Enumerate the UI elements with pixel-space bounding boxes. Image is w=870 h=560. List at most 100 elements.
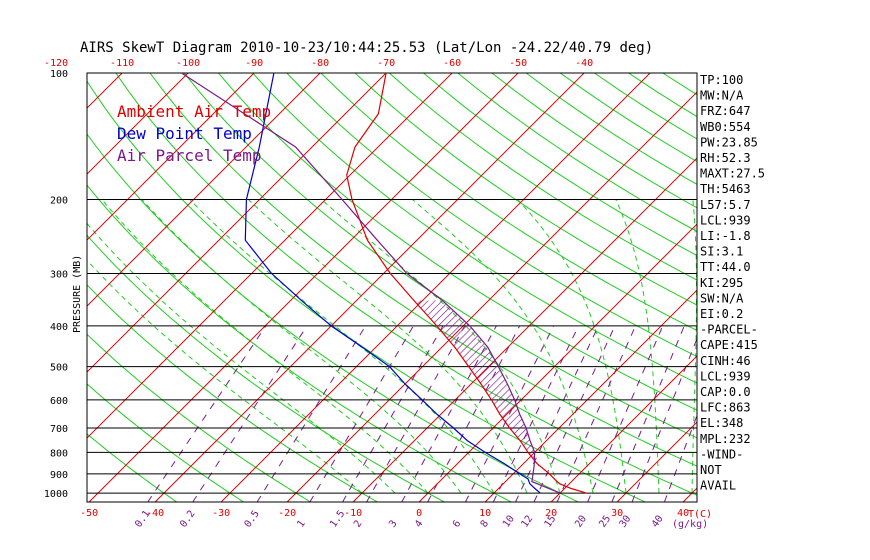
- isotherm: [0, 73, 56, 502]
- series-lines: [181, 73, 587, 494]
- mixing-ratio-line: [256, 325, 366, 502]
- moist-adiabat: [87, 222, 396, 494]
- moist-adiabat: [87, 259, 363, 494]
- moist-adiabat: [412, 199, 594, 494]
- isotherm: [87, 73, 453, 439]
- isotherm: [87, 73, 255, 241]
- x-tick-label-bottom: 40: [677, 508, 689, 519]
- indices-item: FRZ:647: [700, 104, 751, 118]
- mixing-ratio-line: [631, 337, 697, 502]
- dry-adiabat: [87, 184, 512, 502]
- y-tick-label: 300: [50, 269, 68, 280]
- dry-adiabat: [149, 73, 697, 467]
- indices-item: MAXT:27.5: [700, 167, 765, 181]
- mixing-ratio-label: 1: [295, 518, 307, 529]
- x-tick-label-top: -40: [575, 58, 593, 69]
- indices-item: -WIND-: [700, 447, 743, 461]
- isotherm: [154, 73, 585, 502]
- indices-item: CINH:46: [700, 354, 751, 368]
- dry-adiabat: [320, 73, 697, 332]
- indices-item: WB0:554: [700, 120, 751, 134]
- air-parcel-temp-line: [181, 73, 561, 494]
- dry-adiabat: [87, 80, 646, 502]
- y-tick-label: 1000: [44, 489, 68, 500]
- mixing-ratio-label: 3: [387, 518, 399, 529]
- indices-item: NOT: [700, 463, 722, 477]
- indices-item: LCL:939: [700, 213, 751, 227]
- indices-item: PW:23.85: [700, 135, 758, 149]
- mixing-ratio-line: [309, 325, 414, 502]
- mixing-ratio-line: [342, 325, 444, 502]
- indices-item: TH:5463: [700, 182, 751, 196]
- moist-adiabat: [615, 199, 660, 494]
- indices-item: AVAIL: [700, 479, 736, 493]
- legend-air-parcel-temp: Air Parcel Temp: [117, 146, 262, 165]
- y-tick-label: 200: [50, 195, 68, 206]
- mixing-ratio-unit-label: (g/kg): [672, 519, 708, 530]
- x-tick-label-bottom: -20: [278, 508, 296, 519]
- plot-frame: [86, 72, 698, 503]
- indices-item: EL:348: [700, 416, 743, 430]
- x-tick-label-top: -50: [509, 58, 527, 69]
- isotherm: [286, 91, 697, 502]
- isotherm: [87, 73, 189, 175]
- indices-item: KI:295: [700, 276, 743, 290]
- x-tick-label-top: -60: [443, 58, 461, 69]
- mixing-ratio-line: [663, 414, 697, 502]
- legend-ambient-air-temp: Ambient Air Temp: [117, 102, 271, 121]
- isotherm: [749, 73, 870, 502]
- x-tick-label-bottom: -10: [344, 508, 362, 519]
- dry-adiabat: [87, 133, 579, 502]
- mixing-ratio-line: [587, 325, 664, 502]
- x-axis-unit-label: T(C): [688, 509, 712, 520]
- moist-adiabat: [101, 199, 429, 494]
- indices-item: L57:5.7: [700, 198, 751, 212]
- indices-item: RH:52.3: [700, 151, 751, 165]
- isotherm: [815, 73, 870, 502]
- y-tick-label: 100: [50, 69, 68, 80]
- indices-item: SI:3.1: [700, 245, 743, 259]
- mixing-ratio-label: 2: [352, 518, 364, 529]
- dry-adiabat: [87, 383, 244, 502]
- indices-item: -PARCEL-: [700, 323, 758, 337]
- y-axis-label: PRESSURE (MB): [72, 255, 83, 333]
- x-tick-label-bottom: 30: [611, 508, 623, 519]
- isotherm: [87, 73, 123, 109]
- mixing-ratio-label: 0.5: [243, 509, 262, 530]
- indices-item: MPL:232: [700, 432, 751, 446]
- dry-adiabat: [423, 73, 697, 257]
- legend-dew-point-temp: Dew Point Temp: [117, 124, 252, 143]
- isotherm: [87, 73, 387, 373]
- isotherm: [87, 73, 321, 307]
- mixing-ratio-line: [427, 325, 521, 502]
- mixing-ratio-line: [556, 325, 636, 502]
- y-tick-label: 500: [50, 363, 68, 374]
- y-tick-label: 800: [50, 448, 68, 459]
- cape-shading: [414, 300, 541, 467]
- dry-adiabat: [525, 73, 697, 185]
- mixing-ratio-label: 10: [501, 514, 517, 530]
- x-tick-label-bottom: -40: [146, 508, 164, 519]
- x-tick-label-top: -90: [245, 58, 263, 69]
- mixing-ratio-label: 40: [650, 514, 666, 530]
- isotherm: [484, 289, 697, 502]
- y-tick-label: 400: [50, 322, 68, 333]
- moist-adiabat: [189, 199, 495, 494]
- dry-adiabat: [87, 333, 311, 502]
- y-tick-label: 900: [50, 470, 68, 481]
- indices-item: LFC:863: [700, 401, 751, 415]
- x-tick-label-top: -80: [311, 58, 329, 69]
- y-tick-label: 600: [50, 396, 68, 407]
- dew-point-temp-line: [244, 73, 541, 494]
- mixing-ratio-line: [515, 325, 599, 502]
- moist-adiabat: [691, 199, 697, 494]
- isotherm: [88, 73, 519, 502]
- dry-adiabat: [388, 73, 697, 281]
- mixing-ratio-line: [492, 325, 579, 502]
- mixing-ratio-line: [192, 325, 308, 502]
- x-tick-label-bottom: -30: [212, 508, 230, 519]
- mixing-ratio-line: [401, 325, 497, 502]
- x-tick-label-bottom: 10: [479, 508, 491, 519]
- moist-adiabat: [320, 199, 561, 494]
